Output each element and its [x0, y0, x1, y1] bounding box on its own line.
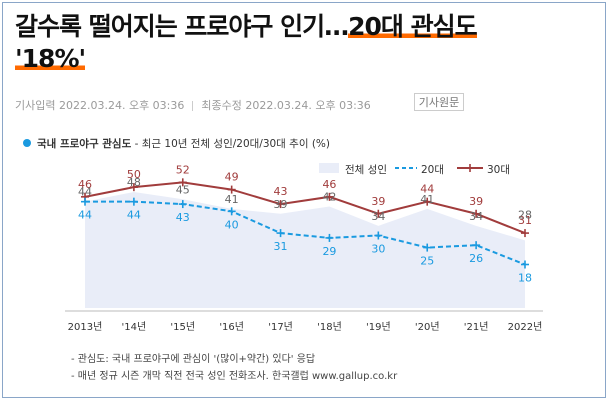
data-label-20s: 25 — [420, 255, 434, 268]
x-tick-label: 2022년 — [508, 321, 543, 333]
data-label-30s: 52 — [176, 163, 190, 176]
article-frame: 갈수록 떨어지는 프로야구 인기…20대 관심도 '18%' 기사입력 2022… — [2, 2, 606, 398]
data-label-total: 28 — [518, 208, 532, 221]
x-tick-label: 2013년 — [68, 321, 103, 333]
data-label-total: 42 — [322, 191, 336, 204]
series-line-30s — [84, 181, 526, 235]
data-label-30s: 44 — [420, 183, 434, 196]
original-article-button[interactable]: 기사원문 — [414, 93, 464, 111]
article-meta: 기사입력 2022.03.24. 오후 03:36 최종수정 2022.03.24… — [15, 97, 371, 113]
meta-divider — [192, 101, 194, 111]
data-label-30s: 46 — [78, 178, 92, 191]
data-label-30s: 39 — [469, 195, 483, 208]
data-label-20s: 43 — [176, 211, 190, 224]
headline-text: 갈수록 떨어지는 프로야구 인기… — [15, 12, 349, 41]
data-label-total: 39 — [274, 198, 288, 211]
data-label-20s: 44 — [78, 209, 92, 222]
article-headline: 갈수록 떨어지는 프로야구 인기…20대 관심도 '18%' — [15, 11, 478, 75]
data-label-30s: 31 — [518, 214, 532, 227]
headline-highlight: 20대 관심도 — [348, 12, 478, 41]
x-tick-label: '19년 — [366, 321, 391, 333]
note-definition: - 관심도: 국내 프로야구에 관심이 '(많이+약간) 있다' 응답 — [71, 354, 316, 365]
data-label-30s: 43 — [274, 185, 288, 198]
data-label-30s: 50 — [127, 168, 141, 181]
x-tick-label: '21년 — [464, 321, 489, 333]
data-label-20s: 29 — [322, 245, 336, 258]
x-tick-label: '14년 — [122, 321, 147, 333]
data-label-total: 41 — [420, 193, 434, 206]
headline-highlight-percent: '18%' — [15, 44, 86, 73]
x-tick-label: '20년 — [415, 321, 440, 333]
data-label-30s: 49 — [225, 171, 239, 184]
modified-time: 최종수정 2022.03.24. 오후 03:36 — [201, 99, 371, 112]
data-label-20s: 31 — [274, 240, 288, 253]
line-chart: 2013년 '14년 '15년 '16년 '17년 '18년 '19년 '20년 '21년 202… — [65, 163, 543, 333]
data-label-20s: 18 — [518, 272, 532, 285]
legend-swatch-total — [319, 163, 339, 173]
area-series-total — [85, 192, 525, 308]
data-label-total: 45 — [176, 183, 190, 196]
chart-title: 국내 프로야구 관심도 — [37, 138, 132, 150]
data-label-20s: 26 — [469, 252, 483, 265]
data-label-20s: 40 — [225, 218, 239, 231]
series-line-20s — [85, 200, 526, 266]
x-tick-label: '16년 — [219, 321, 244, 333]
data-label-20s: 44 — [127, 209, 141, 222]
bullet-dot-icon — [23, 139, 31, 147]
chart-notes: - 관심도: 국내 프로야구에 관심이 '(많이+약간) 있다' 응답 - 매년… — [71, 351, 397, 385]
data-label-total: 34 — [371, 210, 385, 223]
legend-label-20s: 20대 — [421, 164, 444, 176]
data-label-20s: 30 — [371, 243, 385, 256]
data-label-total: 48 — [127, 176, 141, 189]
note-source: - 매년 정규 시즌 개막 직전 전국 성인 전화조사. 한국갤럽 www.ga… — [71, 371, 398, 382]
legend-label-total: 전체 성인 — [345, 164, 387, 176]
data-label-total: 34 — [469, 210, 483, 223]
data-label-30s: 39 — [371, 195, 385, 208]
posted-time: 기사입력 2022.03.24. 오후 03:36 — [15, 99, 185, 112]
x-tick-label: '18년 — [317, 321, 342, 333]
chart-heading: 국내 프로야구 관심도 - 최근 10년 전체 성인/20대/30대 추이 (%… — [23, 136, 330, 151]
data-label-total: 44 — [78, 186, 92, 199]
x-tick-label: '17년 — [268, 321, 293, 333]
chart-subtitle: 최근 10년 전체 성인/20대/30대 추이 (%) — [141, 138, 331, 150]
x-tick-label: '15년 — [170, 321, 195, 333]
data-label-total: 41 — [225, 193, 239, 206]
legend-label-30s: 30대 — [487, 164, 510, 176]
data-label-30s: 46 — [322, 178, 336, 191]
